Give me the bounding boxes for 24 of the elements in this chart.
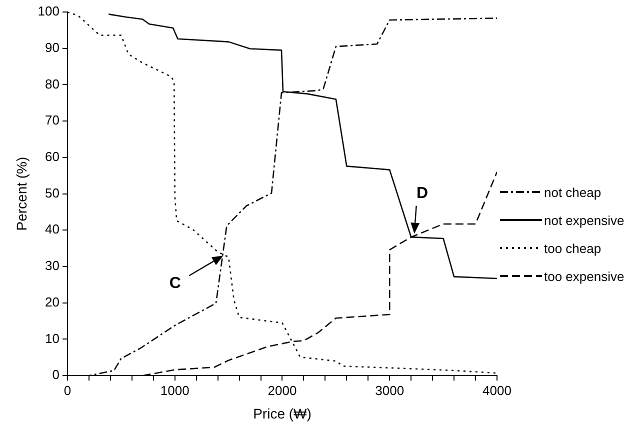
x-tick-label: 2000 <box>268 382 297 398</box>
x-axis-title: Price (₩) <box>253 405 312 422</box>
y-tick-label: 10 <box>45 330 60 346</box>
legend-label: too expensive <box>544 268 624 284</box>
y-tick-label: 80 <box>45 76 60 92</box>
x-tick-label: 1000 <box>160 382 190 398</box>
annotation: D <box>416 185 428 202</box>
y-tick-label: 0 <box>52 367 60 382</box>
y-tick-label: 30 <box>45 258 60 274</box>
legend-label: not expensive <box>544 212 624 228</box>
y-axis-title: Percent (%) <box>13 156 30 231</box>
x-tick-label: 0 <box>64 382 72 398</box>
legend-label: not cheap <box>544 184 602 200</box>
y-tick-label: 100 <box>38 4 60 19</box>
y-tick-label: 70 <box>45 112 60 128</box>
legend-label: too cheap <box>544 240 602 256</box>
x-tick-label: 3000 <box>375 382 404 398</box>
y-tick-label: 50 <box>45 185 60 200</box>
y-tick-label: 90 <box>45 40 60 55</box>
y-tick-label: 60 <box>45 149 60 164</box>
y-tick-label: 20 <box>45 294 60 310</box>
y-tick-label: 40 <box>45 222 60 237</box>
annotation: C <box>169 275 182 292</box>
x-tick-label: 4000 <box>482 382 512 398</box>
